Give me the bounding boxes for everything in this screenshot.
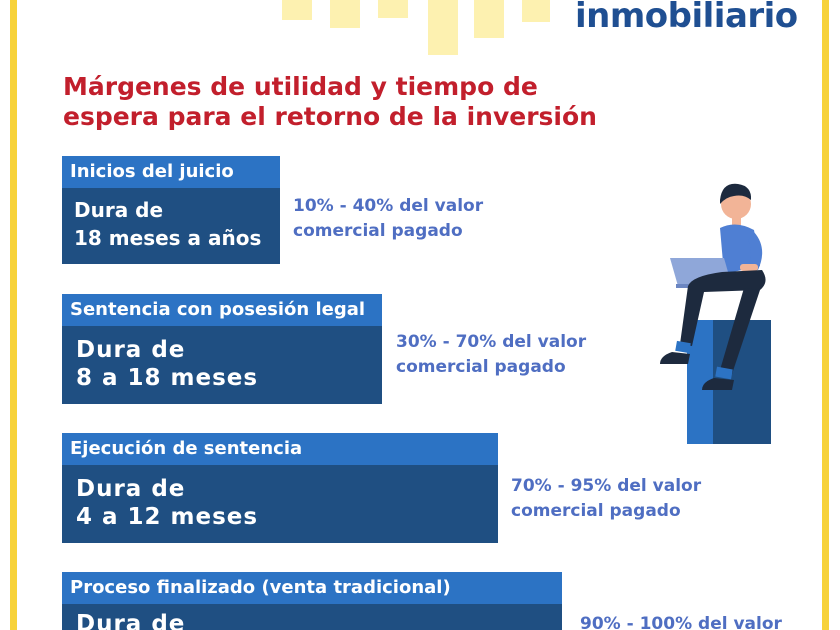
stage-duration-line-1: Dura de [76, 611, 186, 630]
stage-1-note: 10% - 40% del valor comercial pagado [293, 194, 483, 244]
stage-duration: Dura de 18 meses a años [62, 188, 280, 264]
person-with-laptop-illustration [660, 183, 771, 444]
stage-note-line-1: 90% - 100% del valor [580, 614, 782, 630]
stage-duration-line-1: Dura de [74, 198, 164, 222]
headline-line-1: Márgenes de utilidad y tiempo de [63, 72, 538, 101]
stage-duration: Dura de [62, 604, 562, 630]
stage-duration-line-2: 8 a 18 meses [76, 365, 259, 391]
stage-4-note: 90% - 100% del valor [580, 612, 782, 630]
stage-title: Proceso finalizado (venta tradicional) [62, 572, 562, 604]
stage-note-line-2: comercial pagado [511, 501, 681, 521]
stage-3-note: 70% - 95% del valor comercial pagado [511, 474, 701, 524]
frame-border-left [10, 0, 17, 630]
stage-duration-line-1: Dura de [76, 337, 186, 363]
stage-duration-line-2: 4 a 12 meses [76, 504, 259, 530]
frame-border-right [822, 0, 829, 630]
headline: Márgenes de utilidad y tiempo de espera … [63, 72, 663, 132]
stage-note-line-1: 10% - 40% del valor [293, 196, 484, 216]
brand-title: inmobiliario [575, 0, 798, 36]
stage-title: Ejecución de sentencia [62, 433, 498, 465]
headline-line-2: espera para el retorno de la inversión [63, 102, 597, 131]
stage-note-line-2: comercial pagado [396, 357, 566, 377]
stage-note-line-1: 70% - 95% del valor [511, 476, 702, 496]
stage-note-line-2: comercial pagado [293, 221, 463, 241]
stage-title: Sentencia con posesión legal [62, 294, 382, 326]
stage-note-line-1: 30% - 70% del valor [396, 332, 587, 352]
stage-duration: Dura de 4 a 12 meses [62, 465, 498, 543]
shoe-left-icon [660, 352, 690, 364]
stage-duration-line-1: Dura de [76, 476, 186, 502]
shoe-right-icon [702, 378, 734, 390]
stage-title: Inicios del juicio [62, 156, 280, 188]
stage-2-note: 30% - 70% del valor comercial pagado [396, 330, 586, 380]
stage-duration: Dura de 8 a 18 meses [62, 326, 382, 404]
stage-duration-line-2: 18 meses a años [74, 226, 262, 250]
